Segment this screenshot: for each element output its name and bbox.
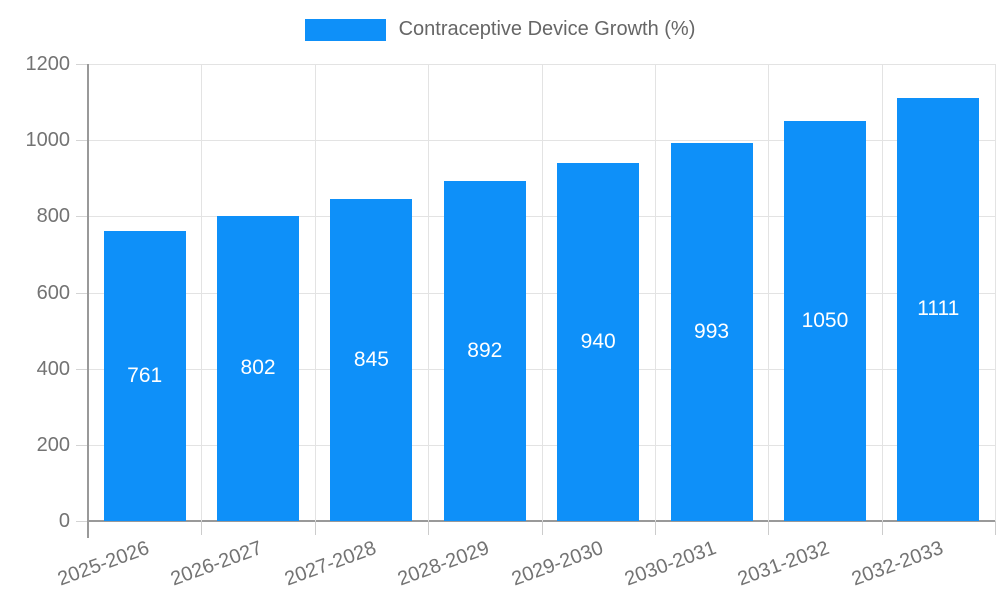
bar[interactable]: 1050 <box>783 121 866 521</box>
y-axis-tick-label: 600 <box>36 281 70 304</box>
bar-value-label: 892 <box>467 339 503 363</box>
y-tick <box>76 292 88 294</box>
y-tick <box>76 216 88 218</box>
y-axis-tick-label: 0 <box>58 510 70 532</box>
x-tick <box>995 521 996 535</box>
x-tick <box>428 521 430 535</box>
bar-value-label: 845 <box>353 348 389 372</box>
x-axis-tick-label: 2031-2032 <box>735 537 833 591</box>
x-gridline <box>201 64 203 521</box>
bar-value-label: 761 <box>127 364 163 388</box>
y-axis-tick-label: 1000 <box>25 129 71 152</box>
x-tick <box>541 521 543 535</box>
bar[interactable]: 892 <box>443 181 526 521</box>
x-axis-tick-label: 2032-2033 <box>848 537 946 591</box>
bar-value-label: 940 <box>580 330 616 353</box>
y-tick <box>76 521 88 522</box>
bar[interactable]: 802 <box>217 215 300 521</box>
y-axis-line <box>87 64 89 538</box>
y-tick <box>76 368 88 370</box>
y-tick <box>76 64 88 65</box>
y-tick <box>76 444 88 446</box>
bar[interactable]: 761 <box>103 231 186 521</box>
legend-item[interactable]: Contraceptive Device Growth (%) <box>0 18 1000 41</box>
x-tick <box>201 521 203 535</box>
bar[interactable]: 940 <box>557 163 640 521</box>
x-axis-tick-label: 2025-2026 <box>54 537 153 591</box>
y-axis-tick-label: 800 <box>36 205 70 228</box>
y-tick <box>76 140 88 142</box>
x-gridline <box>995 64 996 521</box>
legend-swatch <box>304 18 386 41</box>
x-axis-tick-label: 2030-2031 <box>621 537 720 591</box>
bar[interactable]: 993 <box>670 142 753 521</box>
bar[interactable]: 845 <box>330 199 413 521</box>
y-axis-tick-label: 200 <box>36 433 70 456</box>
bar-value-label: 993 <box>694 319 730 343</box>
x-axis-tick-label: 2026-2027 <box>168 537 266 591</box>
bar-value-label: 802 <box>240 356 276 380</box>
y-axis-tick-label: 400 <box>36 357 70 380</box>
x-tick <box>314 521 316 535</box>
x-gridline <box>428 64 430 521</box>
x-gridline <box>654 64 656 521</box>
x-gridline <box>541 64 543 521</box>
x-axis-tick-label: 2028-2029 <box>394 537 493 591</box>
x-gridline <box>881 64 883 521</box>
x-axis-tick-label: 2027-2028 <box>281 537 379 591</box>
x-gridline <box>768 64 770 521</box>
x-tick <box>654 521 656 535</box>
legend-label: Contraceptive Device Growth (%) <box>398 18 696 40</box>
x-gridline <box>314 64 316 521</box>
x-axis-tick-label: 2029-2030 <box>508 537 606 591</box>
bar-value-label: 1050 <box>801 309 849 333</box>
x-tick <box>881 521 883 535</box>
x-tick <box>768 521 770 535</box>
bar[interactable]: 1111 <box>897 97 980 521</box>
bar-value-label: 1111 <box>917 297 960 321</box>
y-axis-tick-label: 1200 <box>25 53 71 75</box>
